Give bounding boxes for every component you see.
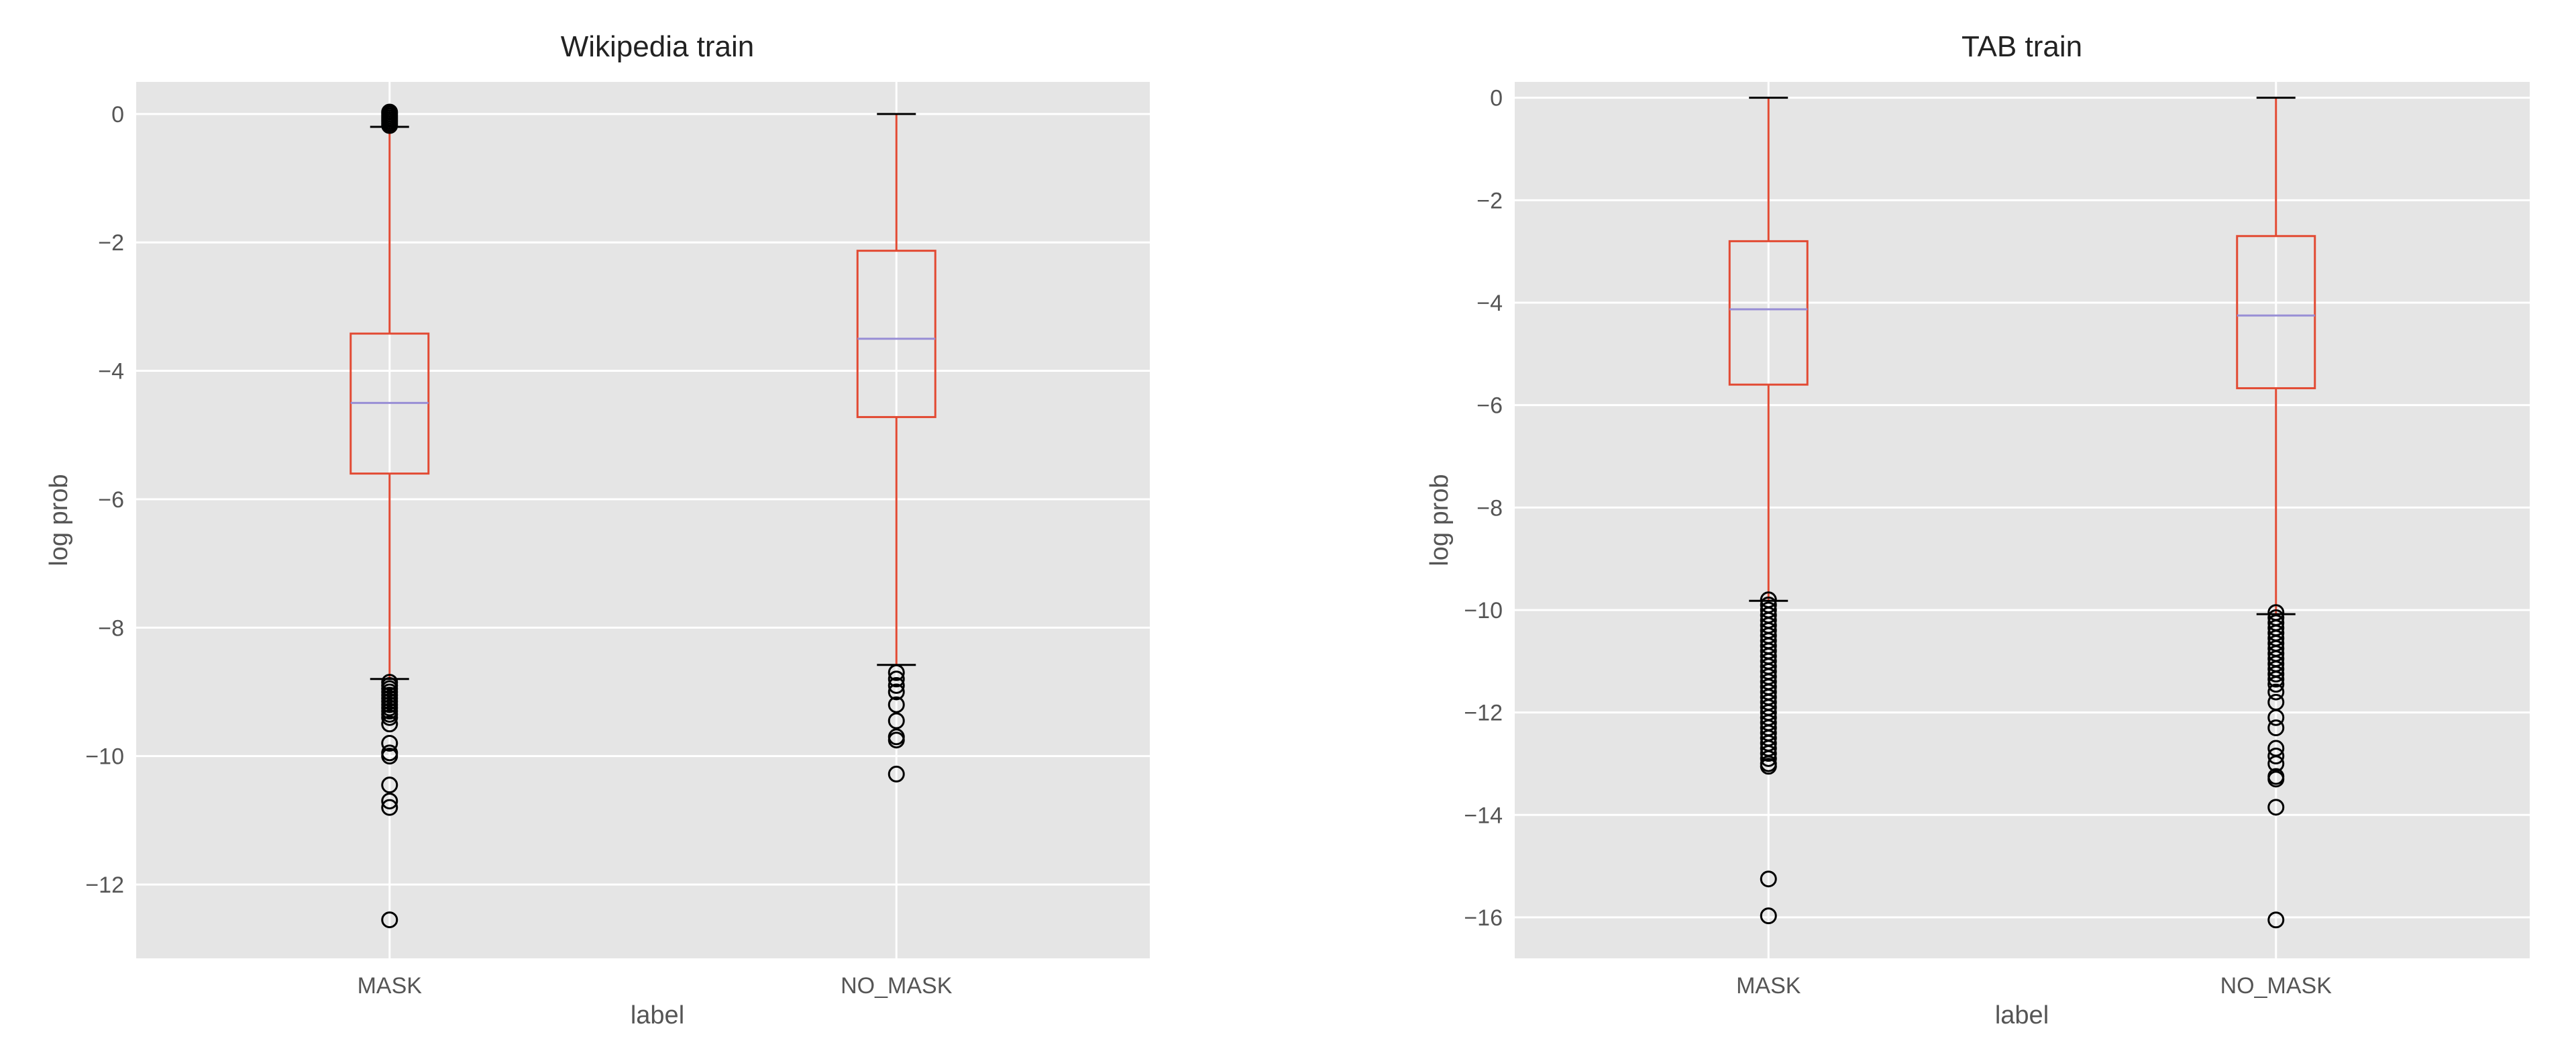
chart-title: Wikipedia train xyxy=(561,30,755,63)
outlier-point xyxy=(888,696,905,713)
outlier-point xyxy=(1760,870,1777,888)
outlier-point xyxy=(888,676,905,694)
x-tick-label: NO_MASK xyxy=(841,973,953,999)
plot-background xyxy=(136,82,1150,958)
y-tick-label: −10 xyxy=(1464,598,1503,623)
outlier-point xyxy=(2267,665,2285,683)
outlier-point xyxy=(888,732,905,749)
y-tick-label: −4 xyxy=(1477,291,1503,316)
y-tick-label: −10 xyxy=(85,744,124,770)
outlier-point xyxy=(2267,770,2285,788)
y-tick-label: −2 xyxy=(1477,188,1503,213)
outlier-point xyxy=(381,793,398,810)
y-tick-label: −8 xyxy=(1477,495,1503,521)
outlier-point xyxy=(381,709,398,726)
y-tick-label: −4 xyxy=(98,359,124,385)
x-tick-label: MASK xyxy=(1736,973,1801,999)
outlier-point xyxy=(2267,747,2285,764)
outlier-point xyxy=(381,734,398,752)
outlier-point xyxy=(1760,907,1777,925)
x-axis-label: label xyxy=(1995,1001,2049,1029)
outlier-point xyxy=(888,765,905,783)
outlier-point xyxy=(1760,745,1777,762)
iqr-box xyxy=(856,250,936,418)
y-axis-label: log prob xyxy=(1426,474,1454,566)
outlier-point xyxy=(381,799,398,816)
outlier-point xyxy=(2267,670,2285,688)
y-tick-label: −6 xyxy=(98,487,124,513)
box-no-mask xyxy=(856,113,936,783)
iqr-box xyxy=(2236,235,2316,389)
outlier-point xyxy=(381,776,398,794)
y-tick-label: −16 xyxy=(1464,905,1503,931)
box-no-mask xyxy=(2236,97,2316,929)
outlier-point xyxy=(2267,799,2285,816)
plot-background xyxy=(1515,82,2530,958)
x-tick-label: MASK xyxy=(358,973,423,999)
outlier-point xyxy=(381,911,398,929)
outlier-point xyxy=(381,748,398,765)
chart-title: TAB train xyxy=(1962,30,2082,63)
outlier-point xyxy=(888,683,905,701)
outlier-point xyxy=(2267,683,2285,701)
outlier-point xyxy=(381,117,398,134)
outlier-point xyxy=(2267,719,2285,737)
chart-tab-train: 0 −2 −4 −6 −8 −10 −12 −14 −16 MASK NO_MASK TAB tra… xyxy=(1426,30,2530,1029)
plot-area: 0 −2 −4 −6 −8 −10 −12 −14 −16 MASK NO_MASK xyxy=(1464,82,2530,999)
outlier-point xyxy=(1760,750,1777,767)
y-tick-label: −12 xyxy=(1464,701,1503,726)
chart-wikipedia-train: 0 −2 −4 −6 −8 −10 −12 MASK NO_MASK Wikipedia tra… xyxy=(45,30,1150,1029)
outlier-point xyxy=(381,715,398,733)
x-axis-label: label xyxy=(631,1001,684,1029)
outlier-point xyxy=(888,670,905,688)
y-tick-label: −14 xyxy=(1464,803,1503,828)
y-tick-label: −12 xyxy=(85,872,124,898)
outlier-point xyxy=(888,712,905,730)
y-tick-label: −2 xyxy=(98,230,124,256)
outlier-point xyxy=(2267,911,2285,929)
x-tick-label: NO_MASK xyxy=(2220,973,2332,999)
y-tick-label: 0 xyxy=(1490,86,1503,111)
outlier-point xyxy=(2267,709,2285,726)
outlier-point xyxy=(1760,758,1777,775)
box-mask xyxy=(1728,97,1809,925)
y-tick-label: −6 xyxy=(1477,393,1503,419)
iqr-box xyxy=(1728,240,1809,386)
outlier-point xyxy=(888,664,905,681)
y-tick-label: −8 xyxy=(98,615,124,641)
plot-area: 0 −2 −4 −6 −8 −10 −12 MASK NO_MASK xyxy=(85,82,1150,999)
y-axis-label: log prob xyxy=(45,474,73,566)
outlier-point xyxy=(2267,676,2285,693)
y-tick-label: 0 xyxy=(111,102,124,128)
box-mask xyxy=(350,103,430,929)
